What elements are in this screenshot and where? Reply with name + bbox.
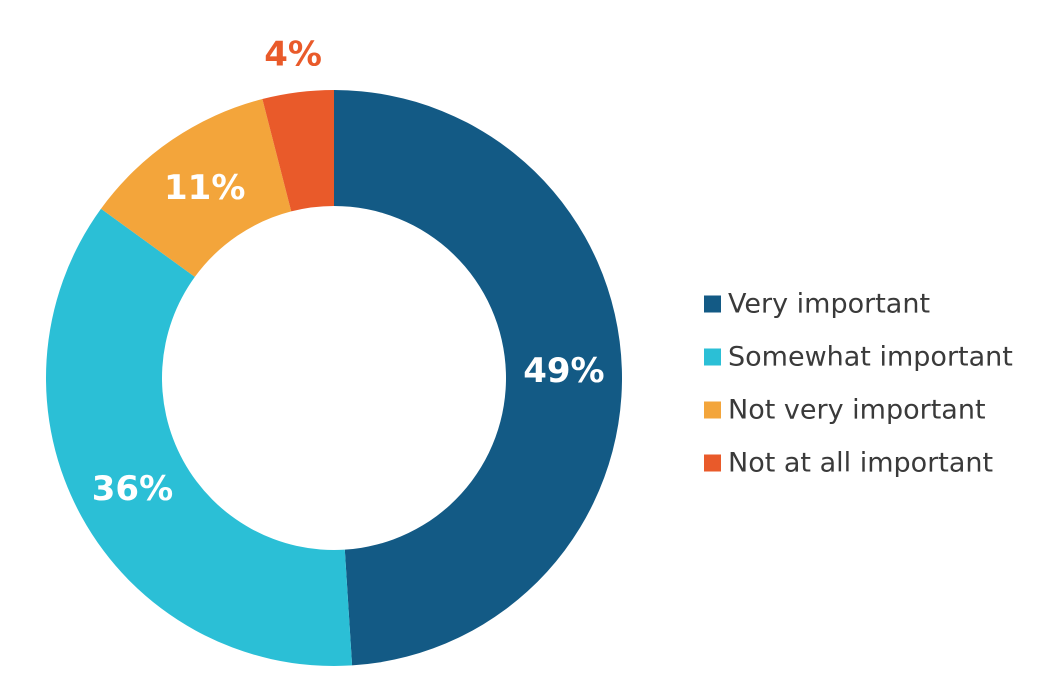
legend: Very important Somewhat important Not very…	[704, 289, 1013, 479]
legend-item-not-very-important: Not very important	[704, 395, 986, 426]
data-label-somewhat-important: 36%	[92, 469, 173, 509]
legend-label-very-important: Very important	[728, 289, 930, 320]
slice-somewhat-important	[45, 208, 353, 667]
legend-item-somewhat-important: Somewhat important	[704, 342, 1013, 373]
slice-not-very-important	[101, 99, 292, 277]
legend-item-very-important: Very important	[704, 289, 930, 320]
legend-swatch-somewhat-important	[704, 348, 721, 366]
legend-swatch-very-important	[704, 295, 721, 313]
slice-very-important	[334, 90, 623, 666]
legend-label-somewhat-important: Somewhat important	[728, 342, 1013, 373]
data-label-not-at-all-important: 4%	[264, 35, 322, 75]
legend-label-not-at-all-important: Not at all important	[728, 448, 993, 479]
data-label-not-very-important: 11%	[164, 168, 245, 208]
legend-swatch-not-at-all-important	[704, 454, 721, 472]
donut-slices	[45, 90, 623, 667]
slice-labels: 49% 36% 11% 4%	[92, 35, 605, 509]
legend-swatch-not-very-important	[704, 401, 721, 419]
data-label-very-important: 49%	[523, 351, 604, 391]
slice-not-at-all-important	[262, 90, 334, 212]
legend-item-not-at-all-important: Not at all important	[704, 448, 993, 479]
legend-label-not-very-important: Not very important	[728, 395, 986, 426]
